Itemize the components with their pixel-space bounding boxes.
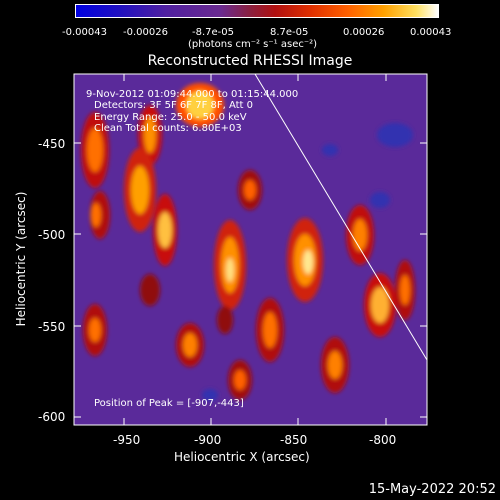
emission-blobs <box>81 83 415 401</box>
overlay-detectors: Detectors: 3F 5F 6F 7F 8F, Att 0 <box>94 100 254 111</box>
limb-line <box>254 73 428 361</box>
emission-blob <box>400 275 410 305</box>
colorbar <box>75 4 439 18</box>
emission-blob <box>303 250 313 274</box>
colorbar-tick: 0.00043 <box>410 27 452 38</box>
colorbar-tick: -8.7e-05 <box>192 27 234 38</box>
low-emission-patch <box>202 389 218 401</box>
emission-blob <box>186 91 214 119</box>
emission-blob <box>144 117 156 153</box>
emission-blob <box>263 312 277 348</box>
x-tick-label: -900 <box>194 433 222 447</box>
plot-title: Reconstructed RHESSI Image <box>147 53 353 69</box>
colorbar-units: (photons cm⁻² s⁻¹ asec⁻²) <box>188 39 318 50</box>
colorbar-tick: -0.00043 <box>62 27 107 38</box>
overlay-clean: Clean Total counts: 6.80E+03 <box>94 123 242 134</box>
emission-blob <box>87 128 103 172</box>
overlay-peak: Position of Peak = [-907,-443] <box>94 398 244 409</box>
emission-blob <box>89 318 101 342</box>
colorbar-tick: -0.00026 <box>123 27 168 38</box>
x-tick-label: -850 <box>280 433 308 447</box>
y-tick-label: -600 <box>38 410 66 424</box>
emission-blob <box>234 370 246 390</box>
overlay-time: 9-Nov-2012 01:09:44.000 to 01:15:44.000 <box>86 89 299 100</box>
x-tick-label: -800 <box>369 433 397 447</box>
emission-blob <box>328 351 342 379</box>
plot-frame <box>73 73 428 426</box>
low-emission-patch <box>322 144 338 156</box>
y-tick-label: -450 <box>38 137 66 151</box>
emission-blob <box>131 166 149 214</box>
low-emission-patch <box>377 123 413 147</box>
emission-blob <box>353 219 367 251</box>
axis-ticks <box>74 74 427 425</box>
colorbar-tick: 0.00026 <box>343 27 385 38</box>
emission-blob <box>217 306 233 334</box>
overlay-energy: Energy Range: 25.0 - 50.0 keV <box>94 112 247 123</box>
y-tick-label: -550 <box>38 320 66 334</box>
emission-blob <box>244 180 256 200</box>
y-tick-label: -500 <box>38 228 66 242</box>
emission-blob <box>158 212 172 248</box>
emission-blob <box>371 287 389 323</box>
x-axis-label: Heliocentric X (arcsec) <box>174 450 310 464</box>
emission-blob <box>183 333 197 357</box>
colorbar-tick: 8.7e-05 <box>270 27 309 38</box>
x-tick-label: -950 <box>113 433 141 447</box>
y-axis-label: Heliocentric Y (arcsec) <box>14 191 28 327</box>
low-emission-patch <box>370 192 390 208</box>
emission-blob <box>140 274 160 306</box>
timestamp: 15-May-2022 20:52 <box>368 482 496 497</box>
emission-blob <box>226 258 234 282</box>
emission-blob <box>91 203 101 227</box>
